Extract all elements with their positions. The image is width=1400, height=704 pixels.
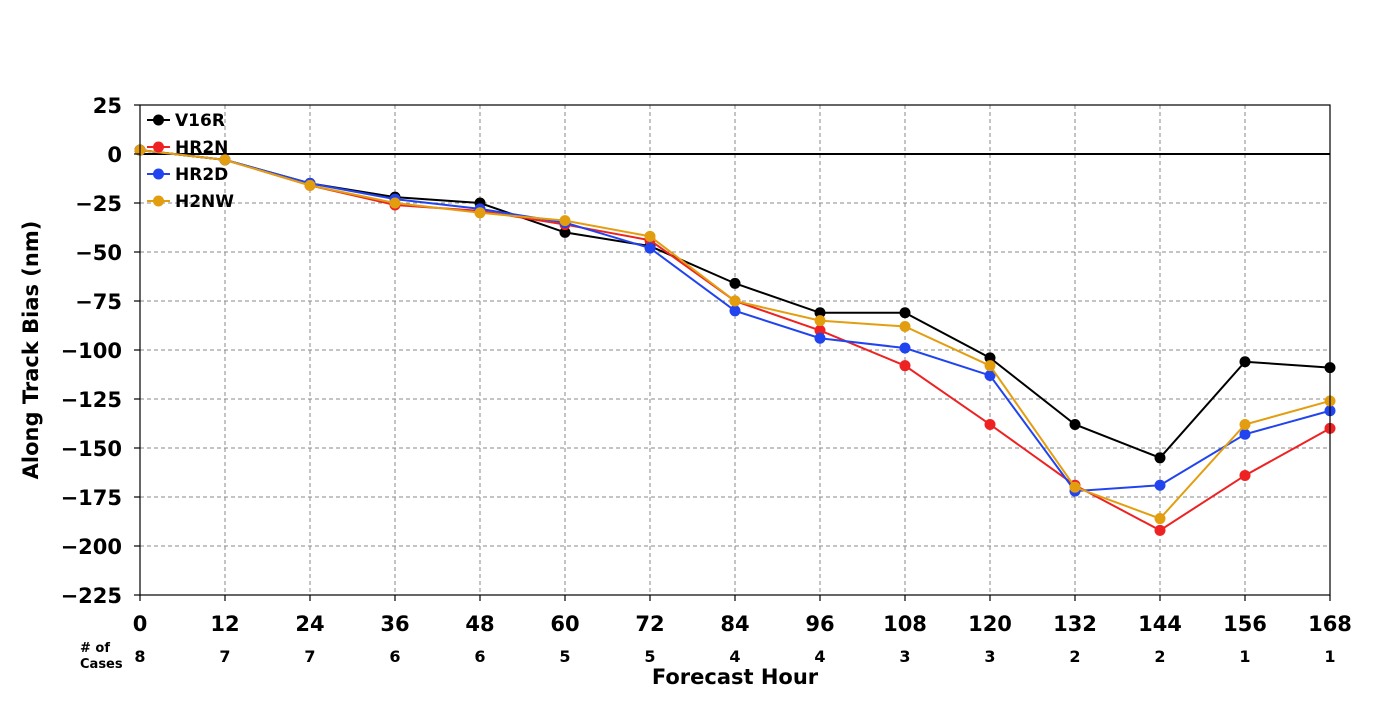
y-tick-label: −175 — [61, 486, 122, 510]
case-count: 6 — [474, 647, 485, 666]
y-tick-label: −25 — [75, 192, 122, 216]
data-point-hr2d — [814, 332, 826, 344]
data-point-v16r — [814, 307, 826, 319]
data-point-h2nw — [899, 320, 911, 332]
legend-label: HR2N — [175, 138, 228, 158]
x-tick-label: 108 — [883, 612, 927, 636]
x-tick-label: 120 — [968, 612, 1012, 636]
x-tick-label: 72 — [635, 612, 664, 636]
legend-item-v16r: V16R — [147, 111, 225, 131]
data-point-h2nw — [1239, 418, 1251, 430]
data-point-h2nw — [729, 295, 741, 307]
cases-label-line-1: # of — [80, 641, 110, 656]
data-point-v16r — [899, 307, 911, 319]
case-count: 1 — [1239, 647, 1250, 666]
case-count: 3 — [899, 647, 910, 666]
data-point-v16r — [1069, 418, 1081, 430]
data-point-hr2d — [729, 305, 741, 317]
data-point-h2nw — [984, 360, 996, 372]
cases-label-line-2: Cases — [80, 657, 123, 672]
data-point-hr2d — [899, 342, 911, 354]
legend-marker — [153, 195, 164, 207]
data-point-hr2d — [1154, 479, 1166, 491]
case-count: 4 — [729, 647, 740, 666]
x-tick-label: 144 — [1138, 612, 1182, 636]
legend-marker — [153, 114, 164, 126]
data-point-hr2n — [899, 360, 911, 372]
y-axis-title: Along Track Bias (nm) — [19, 221, 43, 480]
data-point-v16r — [1239, 356, 1251, 368]
legend-label: V16R — [175, 111, 225, 131]
x-tick-label: 48 — [465, 612, 494, 636]
data-point-h2nw — [814, 315, 826, 327]
x-tick-label: 24 — [295, 612, 324, 636]
data-point-h2nw — [1154, 513, 1166, 525]
x-tick-label: 168 — [1308, 612, 1352, 636]
legend-marker — [153, 141, 164, 153]
data-point-v16r — [729, 277, 741, 289]
y-tick-label: 0 — [107, 143, 122, 167]
y-tick-label: −150 — [61, 437, 122, 461]
x-tick-label: 60 — [550, 612, 579, 636]
case-count: 4 — [814, 647, 825, 666]
y-tick-label: −75 — [75, 290, 122, 314]
data-point-h2nw — [219, 154, 231, 166]
data-point-hr2n — [1154, 524, 1166, 536]
y-tick-label: −100 — [61, 339, 122, 363]
y-tick-label: −125 — [61, 388, 122, 412]
data-point-h2nw — [559, 215, 571, 227]
case-count: 7 — [304, 647, 315, 666]
case-count: 3 — [984, 647, 995, 666]
case-count: 8 — [134, 647, 145, 666]
x-tick-label: 36 — [380, 612, 409, 636]
y-tick-label: 25 — [93, 94, 122, 118]
legend-marker — [153, 168, 164, 180]
x-tick-label: 0 — [133, 612, 148, 636]
case-count: 1 — [1324, 647, 1335, 666]
x-tick-label: 12 — [210, 612, 239, 636]
case-count: 5 — [559, 647, 570, 666]
legend-label: H2NW — [175, 192, 234, 212]
data-point-v16r — [559, 226, 571, 238]
y-tick-label: −225 — [61, 584, 122, 608]
data-point-h2nw — [389, 197, 401, 209]
data-point-hr2d — [984, 369, 996, 381]
data-point-hr2d — [644, 242, 656, 254]
case-count: 7 — [219, 647, 230, 666]
y-tick-label: −50 — [75, 241, 122, 265]
case-count: 5 — [644, 647, 655, 666]
data-point-h2nw — [1069, 481, 1081, 493]
legend-item-hr2n: HR2N — [147, 138, 228, 158]
series-line-hr2n — [139, 149, 1331, 532]
case-count: 2 — [1069, 647, 1080, 666]
series-line-hr2d — [139, 149, 1331, 493]
x-tick-label: 84 — [720, 612, 749, 636]
legend-item-hr2d: HR2D — [147, 165, 228, 185]
x-axis-title: Forecast Hour — [652, 665, 819, 689]
x-tick-label: 156 — [1223, 612, 1267, 636]
data-point-hr2n — [984, 418, 996, 430]
x-tick-label: 132 — [1053, 612, 1097, 636]
data-point-v16r — [984, 352, 996, 364]
data-point-h2nw — [304, 179, 316, 191]
legend-label: HR2D — [175, 165, 228, 185]
x-tick-label: 96 — [805, 612, 834, 636]
data-point-hr2n — [814, 324, 826, 336]
data-point-hr2n — [1239, 469, 1251, 481]
data-point-h2nw — [644, 230, 656, 242]
y-tick-label: −200 — [61, 535, 122, 559]
data-point-h2nw — [474, 207, 486, 219]
case-count: 2 — [1154, 647, 1165, 666]
legend-item-h2nw: H2NW — [147, 192, 234, 212]
case-count: 6 — [389, 647, 400, 666]
data-point-hr2d — [1239, 428, 1251, 440]
data-point-v16r — [1154, 452, 1166, 464]
